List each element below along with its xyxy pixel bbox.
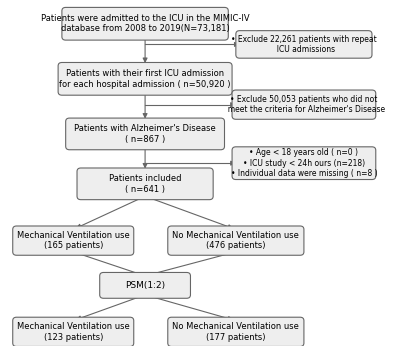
FancyBboxPatch shape [77,168,213,200]
Text: Mechanical Ventilation use
(123 patients): Mechanical Ventilation use (123 patients… [17,322,130,341]
FancyBboxPatch shape [13,317,134,346]
FancyBboxPatch shape [168,317,304,346]
FancyBboxPatch shape [62,7,228,40]
FancyBboxPatch shape [66,118,224,150]
Text: Patients with Alzheimer's Disease
( n=867 ): Patients with Alzheimer's Disease ( n=86… [74,124,216,144]
FancyBboxPatch shape [168,226,304,255]
FancyBboxPatch shape [232,147,376,179]
Text: • Age < 18 years old ( n=0 )
• ICU study < 24h ours (n=218)
• Individual data we: • Age < 18 years old ( n=0 ) • ICU study… [231,148,377,178]
FancyBboxPatch shape [236,31,372,58]
Text: Mechanical Ventilation use
(165 patients): Mechanical Ventilation use (165 patients… [17,231,130,250]
Text: No Mechanical Ventilation use
(177 patients): No Mechanical Ventilation use (177 patie… [172,322,299,341]
Text: Patients were admitted to the ICU in the MIMIC-IV
database from 2008 to 2019(N=7: Patients were admitted to the ICU in the… [41,14,250,33]
Text: • Exclude 22,261 patients with repeat
  ICU admissions: • Exclude 22,261 patients with repeat IC… [231,35,377,54]
Text: PSM(1:2): PSM(1:2) [125,281,165,290]
Text: Patients with their first ICU admission
for each hospital admission ( n=50,920 ): Patients with their first ICU admission … [59,69,231,88]
FancyBboxPatch shape [13,226,134,255]
Text: No Mechanical Ventilation use
(476 patients): No Mechanical Ventilation use (476 patie… [172,231,299,250]
Text: • Exclude 50,053 patients who did not
  meet the criteria for Alzheimer's Diseas: • Exclude 50,053 patients who did not me… [223,95,385,115]
FancyBboxPatch shape [100,272,190,298]
FancyBboxPatch shape [232,90,376,119]
FancyBboxPatch shape [58,62,232,95]
Text: Patients included
( n=641 ): Patients included ( n=641 ) [109,174,181,194]
